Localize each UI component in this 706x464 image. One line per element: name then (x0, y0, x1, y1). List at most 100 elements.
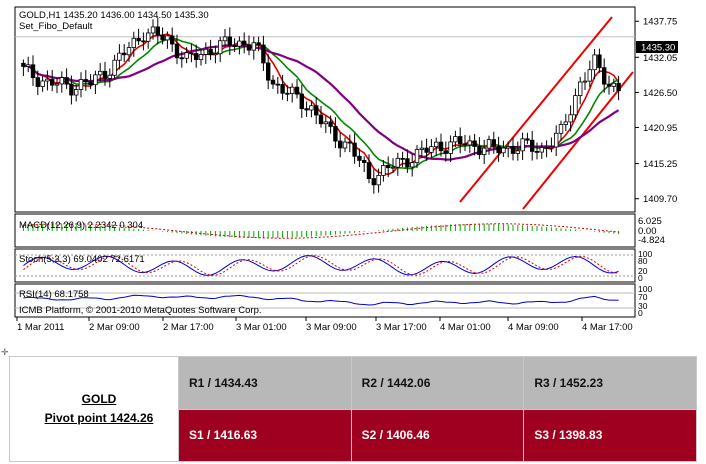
stoch-main-line (23, 255, 619, 276)
macd-signal-line (23, 223, 619, 239)
candle-body (467, 140, 472, 146)
candle-body (501, 147, 506, 154)
candle-body (409, 162, 415, 168)
candle-body (126, 47, 132, 56)
candle-body (74, 89, 79, 96)
candle-body (395, 157, 400, 168)
candle-body (385, 164, 391, 169)
macd-panel[interactable]: MACD(12,26,9) 2.2342 0.304 6.025 0.00 -4… (14, 213, 665, 248)
candle-body (462, 143, 468, 146)
price-tick-label: 1432.05 (643, 53, 677, 64)
candle-body (285, 92, 290, 95)
pivot-point[interactable]: Pivot point 1424.26 (44, 411, 154, 425)
candle-body (145, 32, 151, 42)
candle-body (78, 79, 84, 90)
rsi-label: RSI(14) 68.1758 (19, 289, 89, 300)
price-tick-label: 1409.70 (643, 194, 677, 205)
candle-body (376, 174, 381, 186)
pivot-symbol[interactable]: GOLD (81, 392, 117, 406)
candle-body (573, 95, 578, 116)
macd-label: MACD(12,26,9) 2.2342 0.304 (19, 220, 143, 231)
macd-tick-top: 6.025 (638, 216, 662, 227)
stoch-tick-100: 100 (638, 249, 652, 259)
candle-body (265, 62, 271, 81)
candle-body (616, 82, 621, 92)
candle-body (486, 139, 492, 149)
candle-body (256, 42, 261, 46)
candle-body (193, 53, 199, 61)
candle-body (83, 79, 88, 83)
candle-body (122, 52, 127, 56)
time-tick-label: 2 Mar 17:00 (163, 322, 214, 333)
candle-body (597, 54, 602, 69)
price-tick-label: 1420.95 (643, 123, 677, 134)
candle-body (222, 36, 228, 42)
candle-body (342, 141, 348, 149)
candle-body (414, 149, 420, 164)
time-tick-label: 4 Mar 01:00 (440, 322, 491, 333)
rsi-line (23, 294, 619, 306)
candle-body (165, 35, 170, 41)
stochastic-panel[interactable]: Stoch(5,3,3) 69.0402 72.6171 100 80 20 0 (14, 248, 652, 283)
candle-body (160, 34, 165, 41)
candle-body (390, 166, 396, 169)
candle-body (30, 64, 36, 79)
candle-body (64, 77, 69, 85)
time-tick-label: 4 Mar 17:00 (582, 322, 633, 333)
candle-body (280, 84, 285, 94)
candle-body (366, 162, 372, 180)
price-tick-label: 1426.50 (643, 88, 677, 99)
chart-template: Set_Fibo_Default (19, 21, 93, 32)
candle-body (530, 139, 535, 152)
candle-body (333, 126, 338, 142)
candle-body (88, 81, 93, 86)
candle-body (40, 80, 45, 87)
time-tick-label: 1 Mar 2011 (17, 322, 64, 333)
stoch-tick-20: 20 (638, 266, 648, 276)
candle-body (309, 105, 314, 111)
s1-cell: S1 / 1416.63 (178, 408, 352, 462)
ma-mid-line (23, 37, 619, 170)
price-chart[interactable]: GOLD,H1 1435.20 1436.00 1434.50 1435.30 … (0, 0, 706, 345)
candle-body (347, 141, 352, 144)
candle-body (448, 141, 453, 154)
candle-body (294, 86, 300, 95)
stoch-tick-0: 0 (638, 273, 643, 283)
time-tick-label: 4 Mar 09:00 (508, 322, 559, 333)
candle-body (107, 74, 112, 79)
current-price-label: 1435.30 (641, 43, 675, 54)
price-tick-label: 1415.25 (643, 159, 677, 170)
candle-body (472, 140, 477, 147)
r1-cell: R1 / 1434.43 (178, 356, 352, 410)
candle-body (361, 159, 367, 163)
candle-body (602, 67, 607, 85)
table-anchor-icon: ✛ (1, 347, 9, 357)
candle-body (563, 121, 568, 125)
candle-body (189, 52, 194, 55)
candle-body (174, 43, 180, 59)
rsi-tick-100: 100 (638, 284, 652, 294)
candle-body (213, 53, 218, 56)
candle-body (554, 132, 559, 148)
candle-body (117, 52, 122, 61)
candle-body (491, 139, 496, 147)
candle-body (578, 81, 583, 96)
candle-body (45, 78, 50, 82)
s2-cell: S2 / 1406.46 (350, 408, 525, 462)
candle-body (520, 138, 525, 152)
r3-cell: R3 / 1452.23 (523, 356, 697, 410)
support-row: S1 / 1416.63 S2 / 1406.46 S3 / 1398.83 (10, 408, 697, 462)
rsi-panel[interactable]: RSI(14) 68.1758 ICMB Platform, © 2001-20… (14, 283, 652, 318)
r2-cell: R2 / 1442.06 (350, 356, 525, 410)
candle-body (357, 155, 362, 161)
candle-body (275, 83, 280, 86)
candle-body (313, 105, 319, 116)
candle-body (184, 52, 189, 59)
candle-body (443, 150, 448, 154)
main-price-panel[interactable]: GOLD,H1 1435.20 1436.00 1434.50 1435.30 … (14, 6, 636, 213)
time-tick-label: 3 Mar 17:00 (376, 322, 427, 333)
candle-body (424, 147, 429, 153)
candle-body (102, 70, 108, 79)
candle-body (141, 40, 146, 43)
candle-body (251, 42, 256, 51)
